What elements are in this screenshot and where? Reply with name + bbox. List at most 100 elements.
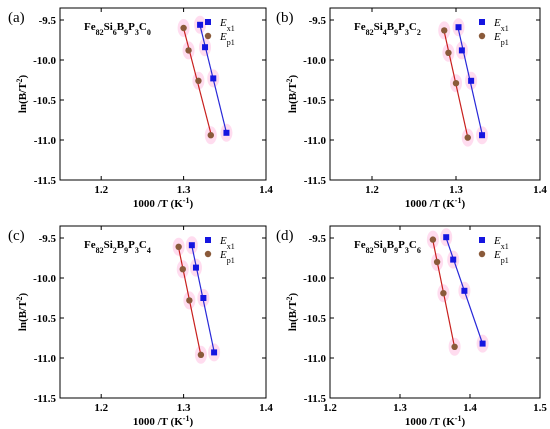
marker-ep1 bbox=[452, 80, 460, 87]
x-tick-label: 1.4 bbox=[463, 402, 477, 414]
composition-title: Fe82Si4B9P3C2 bbox=[354, 21, 421, 37]
marker-ex1 bbox=[458, 47, 465, 54]
marker-ex1 bbox=[443, 234, 450, 241]
marker-ex1 bbox=[461, 287, 468, 294]
x-axis-label: 1000 /T (K-1) bbox=[405, 414, 466, 429]
y-tick-label: -11.5 bbox=[304, 175, 327, 187]
legend-marker-ex1 bbox=[479, 19, 485, 25]
y-tick-label: -9.5 bbox=[39, 233, 57, 245]
x-axis-label: 1000 /T (K-1) bbox=[133, 414, 194, 429]
y-tick-label: -10.5 bbox=[33, 95, 56, 107]
y-axis-label: ln(B/T2) bbox=[15, 293, 30, 332]
marker-ep1 bbox=[464, 134, 471, 141]
marker-ep1 bbox=[179, 266, 186, 273]
marker-ep1 bbox=[175, 243, 182, 250]
marker-ex1 bbox=[455, 24, 462, 31]
y-axis-label: ln(B/T2) bbox=[285, 293, 300, 332]
marker-ep1 bbox=[433, 258, 441, 266]
y-tick-label: -11.5 bbox=[34, 393, 57, 405]
plot-frame bbox=[329, 7, 541, 181]
legend-marker-ex1 bbox=[205, 237, 211, 243]
marker-ep1 bbox=[441, 27, 448, 34]
marker-ep1 bbox=[207, 132, 214, 139]
legend-label-ex1: Ex1 bbox=[493, 17, 509, 33]
marker-ep1 bbox=[429, 236, 437, 243]
legend-marker-ep1 bbox=[478, 32, 486, 40]
marker-ex1 bbox=[479, 340, 486, 347]
y-tick-label: -10.5 bbox=[303, 95, 326, 107]
y-tick-label: -10.5 bbox=[33, 313, 56, 325]
y-tick-label: -10.0 bbox=[33, 273, 56, 285]
marker-ep1 bbox=[445, 49, 452, 56]
panel-a: 1.2 1.3 1.4 -9.5 -10.0 -10.5 -11.0 -11.5 1000 /T… bbox=[8, 7, 273, 211]
marker-ex1 bbox=[223, 129, 230, 136]
legend-marker-ex1 bbox=[205, 19, 211, 25]
x-axis-label: 1000 /T (K-1) bbox=[405, 196, 466, 211]
x-axis-label: 1000 /T (K-1) bbox=[133, 196, 194, 211]
legend-label-ep1: Ep1 bbox=[219, 249, 235, 265]
plot-frame bbox=[59, 225, 267, 399]
marker-ex1 bbox=[192, 264, 199, 271]
x-tick-label: 1.4 bbox=[259, 184, 273, 196]
x-tick-label: 1.3 bbox=[393, 402, 407, 414]
x-tick-label: 1.2 bbox=[94, 184, 108, 196]
panel-label: (c) bbox=[8, 228, 25, 244]
panel-label: (d) bbox=[276, 228, 294, 244]
y-tick-label: -9.5 bbox=[309, 233, 327, 245]
y-tick-label: -10.0 bbox=[33, 55, 56, 67]
panel-b: 1.2 1.3 1.4 -9.5 -10.0 -10.5 -11.0 -11.5 1000 /T… bbox=[276, 7, 547, 211]
marker-ep1 bbox=[195, 77, 202, 85]
marker-ex1 bbox=[450, 256, 457, 263]
marker-ex1 bbox=[211, 349, 218, 356]
panel-d: 1.2 1.3 1.4 1.5 -9.5 -10.0 -10.5 -11.0 -11.5 1000… bbox=[276, 225, 547, 429]
marker-ex1 bbox=[468, 77, 475, 84]
y-tick-label: -10.5 bbox=[303, 313, 326, 325]
panel-label: (a) bbox=[8, 10, 25, 26]
legend-marker-ex1 bbox=[479, 237, 485, 243]
x-tick-label: 1.2 bbox=[365, 184, 379, 196]
x-tick-label: 1.3 bbox=[449, 184, 463, 196]
marker-ep1 bbox=[197, 351, 205, 358]
y-tick-label: -11.0 bbox=[34, 353, 57, 365]
marker-ex1 bbox=[479, 132, 486, 139]
legend-label-ex1: Ex1 bbox=[493, 235, 509, 251]
x-tick-label: 1.3 bbox=[177, 402, 191, 414]
y-tick-label: -11.0 bbox=[34, 135, 57, 147]
composition-title: Fe82Si0B9P3C6 bbox=[354, 239, 421, 255]
y-tick-label: -9.5 bbox=[309, 15, 327, 27]
marker-ep1 bbox=[451, 343, 458, 350]
legend-label-ep1: Ep1 bbox=[219, 31, 235, 47]
y-tick-label: -11.5 bbox=[34, 175, 57, 187]
plot-frame bbox=[59, 7, 267, 181]
x-tick-label: 1.2 bbox=[323, 402, 337, 414]
legend-marker-ep1 bbox=[204, 32, 212, 40]
marker-ep1 bbox=[185, 47, 192, 54]
legend-marker-ep1 bbox=[478, 250, 486, 258]
x-tick-label: 1.5 bbox=[533, 402, 547, 414]
x-tick-label: 1.3 bbox=[177, 184, 191, 196]
legend-label-ep1: Ep1 bbox=[493, 249, 509, 265]
marker-ex1 bbox=[210, 75, 217, 82]
marker-ex1 bbox=[200, 295, 207, 301]
legend-label-ep1: Ep1 bbox=[493, 31, 509, 47]
marker-ep1 bbox=[186, 297, 193, 304]
marker-ep1 bbox=[440, 290, 447, 297]
y-tick-label: -11.0 bbox=[304, 135, 327, 147]
composition-title: Fe82Si2B9P3C4 bbox=[84, 239, 151, 255]
legend-marker-ep1 bbox=[204, 250, 212, 258]
y-tick-label: -10.0 bbox=[303, 55, 326, 67]
y-axis-label: ln(B/T2) bbox=[15, 75, 30, 114]
y-tick-label: -9.5 bbox=[39, 15, 57, 27]
legend-label-ex1: Ex1 bbox=[219, 235, 235, 251]
x-tick-label: 1.4 bbox=[533, 184, 547, 196]
y-tick-label: -10.0 bbox=[303, 273, 326, 285]
marker-ex1 bbox=[197, 21, 204, 28]
y-axis-label: ln(B/T2) bbox=[285, 75, 300, 114]
marker-ex1 bbox=[202, 44, 209, 51]
composition-title: Fe82Si6B9P3C0 bbox=[84, 21, 151, 37]
panel-label: (b) bbox=[276, 10, 294, 26]
x-tick-label: 1.4 bbox=[259, 402, 273, 414]
panel-c: 1.2 1.3 1.4 -9.5 -10.0 -10.5 -11.0 -11.5 1000 /T… bbox=[8, 225, 273, 429]
y-tick-label: -11.5 bbox=[304, 393, 327, 405]
